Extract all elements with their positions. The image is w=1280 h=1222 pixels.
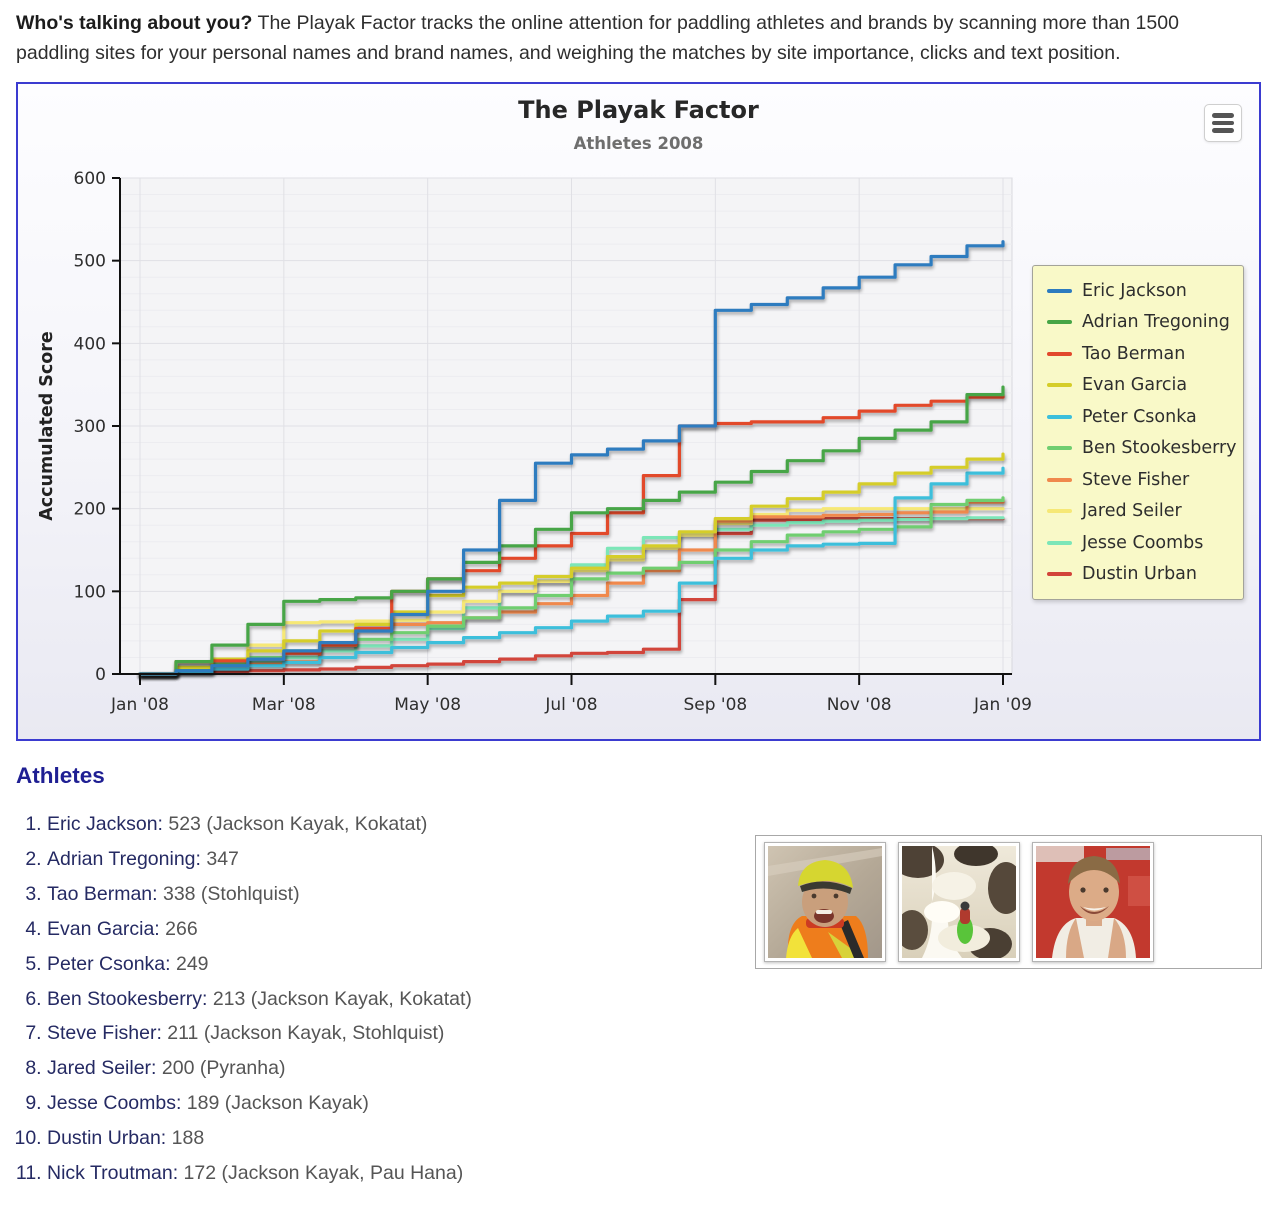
athlete-item: Ben Stookesberry: 213 (Jackson Kayak, Ko… (47, 982, 1280, 1017)
legend-item-dustin-urban[interactable]: Dustin Urban (1047, 559, 1243, 591)
svg-text:Nov '08: Nov '08 (827, 695, 892, 715)
svg-text:300: 300 (74, 417, 106, 437)
athlete-name-link[interactable]: Nick Troutman: (47, 1162, 179, 1185)
chart-legend: Eric Jackson Adrian Tregoning Tao Berman Ev… (1032, 265, 1244, 600)
athlete-item: Evan Garcia: 266 (47, 912, 1280, 947)
legend-item-peter-csonka[interactable]: Peter Csonka (1047, 401, 1243, 433)
hamburger-icon (1212, 113, 1234, 133)
svg-text:0: 0 (95, 665, 106, 685)
legend-swatch (1047, 288, 1072, 293)
athlete-score: 338 (Stohlquist) (157, 882, 300, 905)
athlete-item: Dustin Urban: 188 (47, 1121, 1280, 1156)
athlete-item: Nick Troutman: 172 (Jackson Kayak, Pau H… (47, 1156, 1280, 1191)
legend-item-eric-jackson[interactable]: Eric Jackson (1047, 275, 1243, 307)
legend-swatch (1047, 351, 1072, 356)
legend-swatch (1047, 572, 1072, 577)
legend-item-adrian-tregoning[interactable]: Adrian Tregoning (1047, 307, 1243, 339)
athletes-list: Eric Jackson: 523 (Jackson Kayak, Kokata… (0, 807, 1280, 1191)
legend-label: Steve Fisher (1082, 469, 1190, 490)
chart-context-menu-button[interactable] (1204, 104, 1242, 142)
athlete-photo-whitewater[interactable] (898, 842, 1020, 962)
legend-swatch (1047, 540, 1072, 545)
athlete-score: 266 (159, 917, 198, 940)
athlete-name-link[interactable]: Evan Garcia: (47, 917, 160, 940)
athlete-item: Jared Seiler: 200 (Pyranha) (47, 1051, 1280, 1086)
legend-label: Eric Jackson (1082, 280, 1187, 301)
svg-text:200: 200 (74, 500, 106, 520)
legend-label: Adrian Tregoning (1082, 312, 1230, 333)
chart-subtitle: Athletes 2008 (573, 134, 704, 153)
svg-text:Accumulated Score: Accumulated Score (37, 331, 57, 521)
athlete-score: 523 (Jackson Kayak, Kokatat) (162, 813, 428, 835)
athlete-name-link[interactable]: Jesse Coombs: (47, 1092, 182, 1115)
legend-label: Ben Stookesberry (1082, 438, 1237, 459)
athlete-name-link[interactable]: Steve Fisher: (47, 1022, 162, 1045)
svg-text:Jan '08: Jan '08 (110, 695, 169, 715)
athlete-name-link[interactable]: Eric Jackson: (47, 813, 163, 835)
athletes-heading: Athletes (16, 763, 105, 788)
svg-text:500: 500 (74, 252, 106, 272)
athlete-score: 211 (Jackson Kayak, Stohlquist) (161, 1022, 445, 1045)
svg-text:May '08: May '08 (394, 695, 461, 715)
legend-swatch (1047, 509, 1072, 514)
legend-label: Jesse Coombs (1082, 532, 1204, 553)
legend-swatch (1047, 320, 1072, 325)
svg-text:100: 100 (74, 582, 106, 602)
athlete-name-link[interactable]: Tao Berman: (47, 882, 158, 905)
legend-item-steve-fisher[interactable]: Steve Fisher (1047, 464, 1243, 496)
legend-label: Dustin Urban (1082, 564, 1197, 585)
chart-panel: 0 100 200 300 400 500 600 Jan '08 Mar '08 May '08… (16, 82, 1261, 741)
athlete-item: Peter Csonka: 249 (47, 947, 1280, 982)
athlete-name-link[interactable]: Jared Seiler: (47, 1057, 157, 1080)
legend-swatch (1047, 383, 1072, 388)
svg-text:Jan '09: Jan '09 (973, 695, 1032, 715)
athlete-name-link[interactable]: Ben Stookesberry: (47, 987, 208, 1010)
legend-swatch (1047, 446, 1072, 451)
legend-item-tao-berman[interactable]: Tao Berman (1047, 338, 1243, 370)
athlete-score: 200 (Pyranha) (156, 1057, 286, 1080)
legend-label: Evan Garcia (1082, 375, 1188, 396)
legend-item-jared-seiler[interactable]: Jared Seiler (1047, 496, 1243, 528)
intro-text: The Playak Factor tracks the online atte… (16, 12, 1179, 64)
athlete-item: Jesse Coombs: 189 (Jackson Kayak) (47, 1086, 1280, 1121)
legend-swatch (1047, 477, 1072, 482)
svg-text:Jul '08: Jul '08 (544, 695, 597, 715)
athlete-score: 189 (Jackson Kayak) (181, 1092, 369, 1115)
photo-strip (755, 835, 1262, 969)
athlete-score: 188 (166, 1127, 205, 1150)
athlete-score: 172 (Jackson Kayak, Pau Hana) (178, 1162, 464, 1185)
legend-swatch (1047, 414, 1072, 419)
athlete-score: 213 (Jackson Kayak, Kokatat) (207, 987, 472, 1010)
legend-label: Tao Berman (1082, 343, 1186, 364)
athlete-name-link[interactable]: Peter Csonka: (47, 952, 171, 975)
athlete-item: Tao Berman: 338 (Stohlquist) (47, 877, 1280, 912)
athlete-score: 249 (170, 952, 209, 975)
legend-label: Jared Seiler (1082, 501, 1182, 522)
legend-item-evan-garcia[interactable]: Evan Garcia (1047, 370, 1243, 402)
athlete-photo-kayaker-helmet[interactable] (764, 842, 886, 962)
athlete-photo-smiling-athlete[interactable] (1032, 842, 1154, 962)
chart-title: The Playak Factor (518, 96, 759, 124)
svg-text:Sep '08: Sep '08 (683, 695, 747, 715)
athlete-name-link[interactable]: Dustin Urban: (47, 1127, 167, 1150)
chart-plot: 0 100 200 300 400 500 600 Jan '08 Mar '08 May '08… (37, 169, 1032, 715)
athlete-item: Adrian Tregoning: 347 (47, 842, 1280, 877)
intro-lead: Who's talking about you? (16, 12, 253, 34)
athlete-item: Steve Fisher: 211 (Jackson Kayak, Stohlq… (47, 1016, 1280, 1051)
athlete-item: Eric Jackson: 523 (Jackson Kayak, Kokata… (47, 807, 1280, 842)
athlete-name-link[interactable]: Adrian Tregoning: (47, 847, 201, 870)
legend-label: Peter Csonka (1082, 406, 1197, 427)
svg-text:Mar '08: Mar '08 (252, 695, 316, 715)
svg-text:400: 400 (74, 334, 106, 354)
legend-item-jesse-coombs[interactable]: Jesse Coombs (1047, 527, 1243, 559)
athlete-score: 347 (200, 847, 239, 870)
svg-text:600: 600 (74, 169, 106, 189)
intro-paragraph: Who's talking about you? The Playak Fact… (16, 8, 1234, 68)
legend-item-ben-stookesberry[interactable]: Ben Stookesberry (1047, 433, 1243, 465)
